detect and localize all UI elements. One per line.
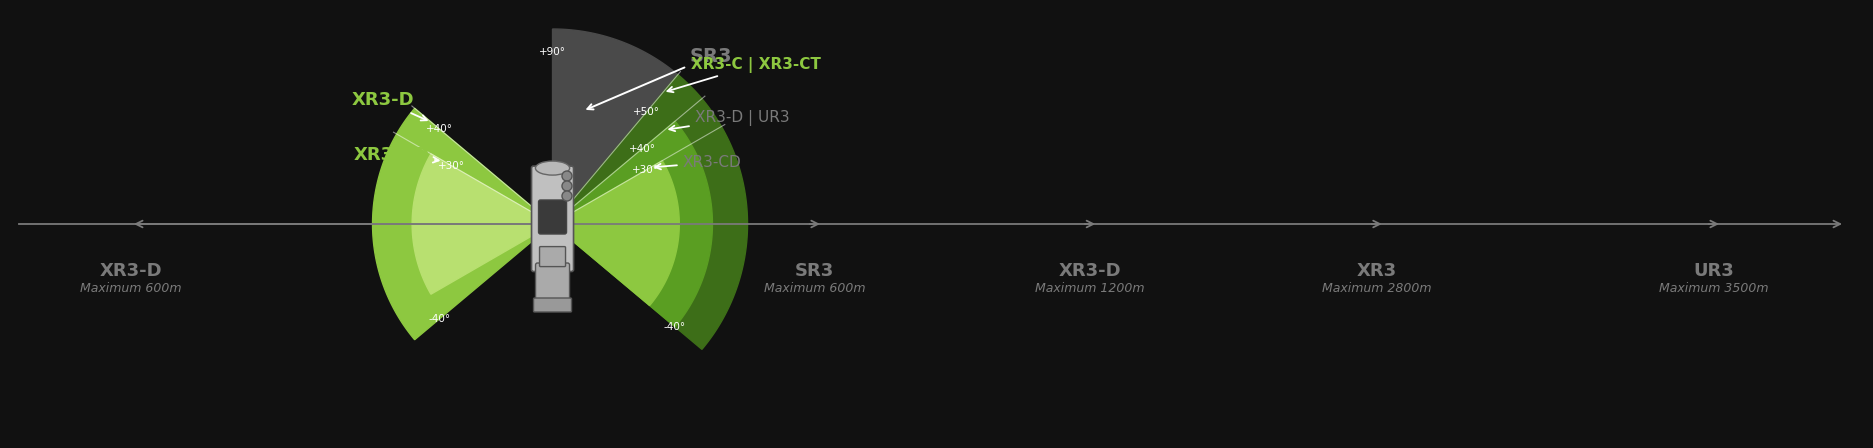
- Text: XR3-C | XR3-CT: XR3-C | XR3-CT: [667, 56, 820, 92]
- Polygon shape: [553, 121, 712, 327]
- Text: XR3-D | UR3: XR3-D | UR3: [669, 110, 789, 131]
- Text: XR3: XR3: [1356, 262, 1397, 280]
- Text: XR3-D: XR3-D: [352, 91, 427, 121]
- Text: +30°: +30°: [438, 160, 465, 171]
- Text: SR3: SR3: [796, 262, 833, 280]
- FancyBboxPatch shape: [536, 263, 569, 303]
- Polygon shape: [412, 154, 553, 294]
- FancyBboxPatch shape: [534, 298, 571, 312]
- Polygon shape: [553, 75, 747, 349]
- Text: -40°: -40°: [663, 322, 686, 332]
- Polygon shape: [373, 108, 553, 340]
- Text: XR3-D: XR3-D: [99, 262, 163, 280]
- Text: Maximum 600m: Maximum 600m: [764, 282, 865, 295]
- Text: -40°: -40°: [429, 314, 451, 324]
- Ellipse shape: [536, 161, 569, 175]
- Text: +50°: +50°: [633, 107, 659, 117]
- Text: XR3-D: XR3-D: [1058, 262, 1122, 280]
- Text: +40°: +40°: [425, 124, 453, 134]
- Circle shape: [562, 171, 571, 181]
- Polygon shape: [553, 161, 680, 306]
- Text: +30°: +30°: [631, 165, 659, 175]
- Text: XR3-CD: XR3-CD: [354, 146, 438, 164]
- FancyBboxPatch shape: [539, 246, 566, 267]
- Circle shape: [562, 181, 571, 191]
- Text: XR3-CD: XR3-CD: [656, 155, 742, 170]
- Text: Maximum 1200m: Maximum 1200m: [1036, 282, 1144, 295]
- Text: +40°: +40°: [629, 144, 656, 154]
- Text: Maximum 600m: Maximum 600m: [81, 282, 182, 295]
- Text: SR3: SR3: [588, 47, 732, 109]
- Polygon shape: [553, 29, 678, 224]
- FancyBboxPatch shape: [532, 166, 573, 271]
- Text: +90°: +90°: [539, 47, 566, 57]
- FancyBboxPatch shape: [539, 200, 566, 234]
- Circle shape: [562, 191, 571, 201]
- Text: Maximum 3500m: Maximum 3500m: [1659, 282, 1768, 295]
- Text: Maximum 2800m: Maximum 2800m: [1322, 282, 1431, 295]
- Text: UR3: UR3: [1693, 262, 1734, 280]
